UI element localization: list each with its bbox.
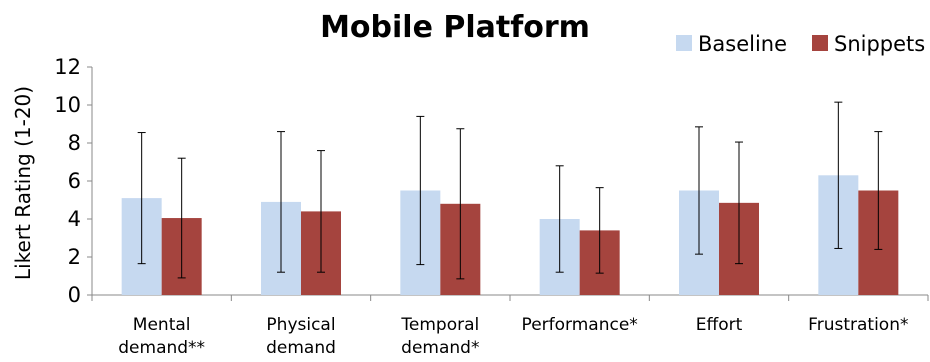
y-tick-label: 6 <box>68 169 81 193</box>
x-category-label: demand <box>266 338 336 358</box>
x-category-label: Frustration* <box>808 315 908 335</box>
chart-title: Mobile Platform <box>320 10 590 45</box>
bars <box>121 175 899 295</box>
legend-label-baseline: Baseline <box>698 32 787 56</box>
x-category-label: demand* <box>401 338 479 358</box>
x-axis-labels: Mental demand** Physical demand Temporal dema… <box>118 315 908 358</box>
legend-label-snippets: Snippets <box>834 32 925 56</box>
x-category-label: Temporal <box>400 315 479 335</box>
legend-swatch-baseline <box>676 35 692 51</box>
x-category-label: Mental <box>133 315 191 335</box>
y-tick-label: 0 <box>68 283 81 307</box>
x-category-label: Performance* <box>522 315 638 335</box>
x-category-label: demand** <box>118 338 205 358</box>
x-category-label: Effort <box>696 315 743 335</box>
axes: 0 2 4 6 8 10 12 <box>54 55 929 307</box>
y-tick-label: 12 <box>54 55 81 79</box>
y-tick-label: 4 <box>68 207 81 231</box>
y-axis-label: Likert Rating (1-20) <box>11 86 35 280</box>
y-tick-label: 8 <box>68 131 81 155</box>
error-bars <box>137 101 883 280</box>
legend: Baseline Snippets <box>676 32 925 56</box>
y-tick-label: 10 <box>54 93 81 117</box>
legend-swatch-snippets <box>812 35 828 51</box>
x-category-label: Physical <box>266 315 335 335</box>
y-tick-label: 2 <box>68 245 81 269</box>
